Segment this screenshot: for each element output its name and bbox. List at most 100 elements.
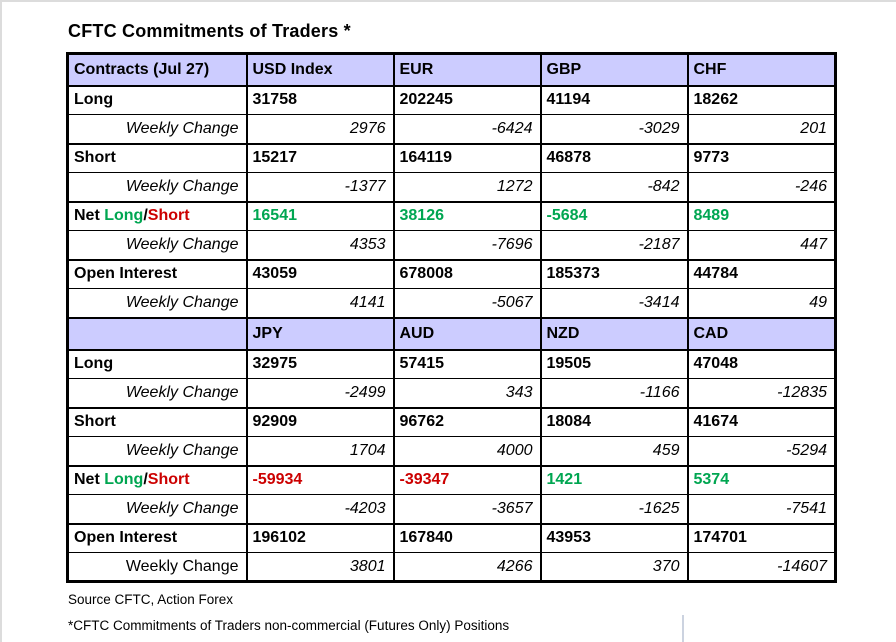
table-row: Weekly Change -1377 1272 -842 -246	[66, 172, 837, 203]
weekly-change-value: -6424	[392, 114, 542, 145]
position-value: 15217	[245, 142, 395, 173]
position-value: 47048	[686, 348, 837, 379]
position-value: 185373	[539, 258, 689, 289]
weekly-change-value: 49	[686, 288, 837, 319]
row-label: Open Interest	[66, 258, 248, 289]
position-value: 202245	[392, 84, 542, 115]
currency-header-cell: JPY	[245, 316, 395, 351]
weekly-change-value: -7696	[392, 230, 542, 261]
position-value: 31758	[245, 84, 395, 115]
position-value: 174701	[686, 522, 837, 553]
weekly-change-value: 4141	[245, 288, 395, 319]
contracts-header-cell	[66, 316, 248, 351]
position-value: 678008	[392, 258, 542, 289]
position-value: 44784	[686, 258, 837, 289]
table-row: Weekly Change -2499 343 -1166 -12835	[66, 378, 837, 409]
position-value: 18262	[686, 84, 837, 115]
weekly-change-value: -12835	[686, 378, 837, 409]
position-value: 92909	[245, 406, 395, 437]
table-row: Weekly Change 3801 4266 370 -14607	[66, 552, 837, 583]
net-position-value: 5374	[686, 464, 837, 495]
position-value: 43953	[539, 522, 689, 553]
net-label-part: Long	[104, 207, 144, 225]
net-label-part: Short	[147, 207, 190, 225]
position-value: 9773	[686, 142, 837, 173]
row-label: Net Long/Short	[66, 464, 248, 495]
weekly-change-value: -7541	[686, 494, 837, 525]
footnote-grid-row: *CFTC Commitments of Traders non-commerc…	[2, 615, 832, 642]
row-label: Long	[66, 84, 248, 115]
weekly-change-value: 4353	[245, 230, 395, 261]
net-label-part: Short	[147, 471, 190, 489]
position-value: 41674	[686, 406, 837, 437]
weekly-change-value: 459	[539, 436, 689, 467]
position-value: 196102	[245, 522, 395, 553]
cot-table-body: Contracts (Jul 27) USD Index EUR GBP CHF Long…	[66, 52, 837, 583]
row-label: Weekly Change	[66, 230, 248, 261]
weekly-change-value: 370	[539, 552, 689, 583]
footnote-grid-line	[2, 615, 684, 642]
table-row: Weekly Change -4203 -3657 -1625 -7541	[66, 494, 837, 525]
row-label: Weekly Change	[66, 436, 248, 467]
position-value: 46878	[539, 142, 689, 173]
net-position-value: 38126	[392, 200, 542, 231]
currency-header-cell: NZD	[539, 316, 689, 351]
row-label: Weekly Change	[66, 114, 248, 145]
currency-header-cell: GBP	[539, 52, 689, 87]
weekly-change-value: 4000	[392, 436, 542, 467]
weekly-change-value: -1166	[539, 378, 689, 409]
table-row: Open Interest 196102 167840 43953 174701	[66, 522, 837, 553]
table-row: Long 32975 57415 19505 47048	[66, 348, 837, 379]
table-row: Weekly Change 4141 -5067 -3414 49	[66, 288, 837, 319]
table-row: Short 15217 164119 46878 9773	[66, 142, 837, 173]
net-position-value: -59934	[245, 464, 395, 495]
position-value: 167840	[392, 522, 542, 553]
table-row: Net Long/Short 16541 38126 -5684 8489	[66, 200, 837, 231]
weekly-change-value: 1704	[245, 436, 395, 467]
position-value: 164119	[392, 142, 542, 173]
row-label: Long	[66, 348, 248, 379]
net-position-value: 8489	[686, 200, 837, 231]
row-label: Weekly Change	[66, 378, 248, 409]
position-value: 57415	[392, 348, 542, 379]
currency-header-cell: CAD	[686, 316, 837, 351]
table-row: Open Interest 43059 678008 185373 44784	[66, 258, 837, 289]
net-label-part: /	[143, 471, 148, 489]
row-label: Short	[66, 406, 248, 437]
currency-header-cell: EUR	[392, 52, 542, 87]
weekly-change-value: -14607	[686, 552, 837, 583]
weekly-change-value: -842	[539, 172, 689, 203]
weekly-change-value: -1377	[245, 172, 395, 203]
weekly-change-value: -2187	[539, 230, 689, 261]
row-label: Weekly Change	[66, 172, 248, 203]
net-label-part: Net	[74, 207, 105, 225]
contracts-header-cell: Contracts (Jul 27)	[66, 52, 248, 87]
table-row: Weekly Change 1704 4000 459 -5294	[66, 436, 837, 467]
weekly-change-value: 1272	[392, 172, 542, 203]
net-label-part: /	[143, 207, 148, 225]
section-header-row: JPY AUD NZD CAD	[66, 316, 837, 351]
weekly-change-value: 3801	[245, 552, 395, 583]
weekly-change-value: -3657	[392, 494, 542, 525]
weekly-change-value: -3414	[539, 288, 689, 319]
row-label: Weekly Change	[66, 288, 248, 319]
table-row: Long 31758 202245 41194 18262	[66, 84, 837, 115]
source-note: Source CFTC, Action Forex	[68, 592, 234, 607]
table-row: Short 92909 96762 18084 41674	[66, 406, 837, 437]
position-value: 41194	[539, 84, 689, 115]
table-row: Net Long/Short -59934 -39347 1421 5374	[66, 464, 837, 495]
footnote: *CFTC Commitments of Traders non-commerc…	[68, 618, 510, 633]
currency-header-cell: AUD	[392, 316, 542, 351]
weekly-change-value: 2976	[245, 114, 395, 145]
weekly-change-value: -3029	[539, 114, 689, 145]
currency-header-cell: USD Index	[245, 52, 395, 87]
weekly-change-value: 4266	[392, 552, 542, 583]
weekly-change-value: -5294	[686, 436, 837, 467]
weekly-change-value: 343	[392, 378, 542, 409]
page-title: CFTC Commitments of Traders *	[68, 21, 351, 41]
weekly-change-value: 201	[686, 114, 837, 145]
row-label: Net Long/Short	[66, 200, 248, 231]
currency-header-cell: CHF	[686, 52, 837, 87]
position-value: 32975	[245, 348, 395, 379]
